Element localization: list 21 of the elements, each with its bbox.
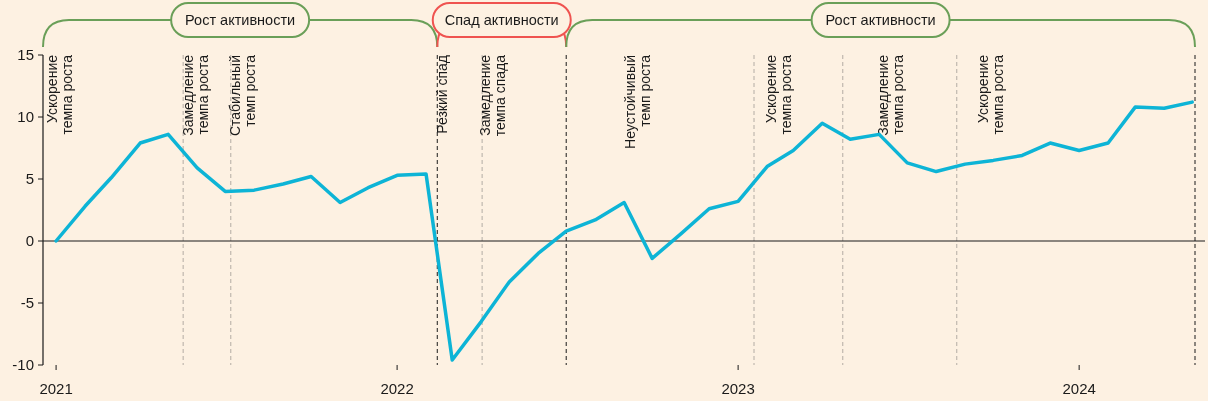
y-tick-label: 15 <box>17 46 34 63</box>
annotation: Ускорение темпа роста <box>44 54 75 135</box>
x-tick-label: 2021 <box>39 380 73 397</box>
annotation: Неустойчивый темп роста <box>622 54 654 149</box>
x-tick-label: 2024 <box>1062 380 1096 397</box>
y-tick-label: 10 <box>17 108 34 125</box>
y-tick-label: -10 <box>12 356 34 373</box>
annotation: Ускорение темпа роста <box>974 54 1006 135</box>
text: Рост активности <box>825 12 936 28</box>
annotation: Замедление темпа спада <box>477 54 509 137</box>
y-tick-label: 5 <box>25 170 34 187</box>
annotation: Ускорение темпа роста <box>763 54 795 135</box>
y-tick-label: -5 <box>20 294 34 311</box>
annotation: Резкий спад <box>434 55 451 134</box>
x-tick-label: 2023 <box>721 380 755 397</box>
y-tick-label: 0 <box>25 232 34 249</box>
text: Спад активности <box>444 12 559 28</box>
text: Рост активности <box>185 12 296 28</box>
annotation: Замедление темпа роста <box>180 54 212 136</box>
x-tick-label: 2022 <box>380 380 414 397</box>
annotation: Замедление темпа роста <box>874 54 906 136</box>
